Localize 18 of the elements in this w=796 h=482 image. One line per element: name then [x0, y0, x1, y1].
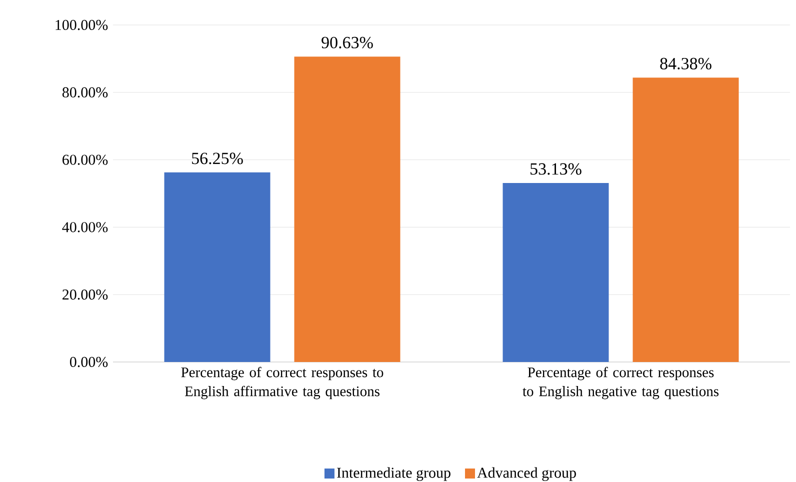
- x-tick-label: Percentage of correct responses to English negative tag questions: [522, 366, 719, 400]
- data-label: 90.63%: [322, 36, 373, 48]
- legend-label: Advanced group: [477, 467, 576, 481]
- legend-label: Intermediate group: [337, 467, 450, 481]
- y-tick-label: 20.00%: [62, 290, 108, 300]
- bar: [294, 56, 400, 362]
- data-label: 53.13%: [530, 163, 582, 175]
- x-tick-label: Percentage of correct responses to English affirmative tag questions: [181, 366, 384, 400]
- y-tick-label: 100.00%: [56, 20, 108, 30]
- y-tick-label: 0.00%: [70, 356, 108, 368]
- y-tick-label: 40.00%: [62, 222, 108, 232]
- y-tick-label: 80.00%: [62, 87, 108, 98]
- bar: [164, 172, 270, 362]
- bar: [502, 182, 609, 362]
- data-label: 56.25%: [192, 152, 243, 164]
- bar: [632, 78, 739, 362]
- y-tick-label: 60.00%: [62, 154, 108, 165]
- data-label: 84.38%: [660, 58, 712, 70]
